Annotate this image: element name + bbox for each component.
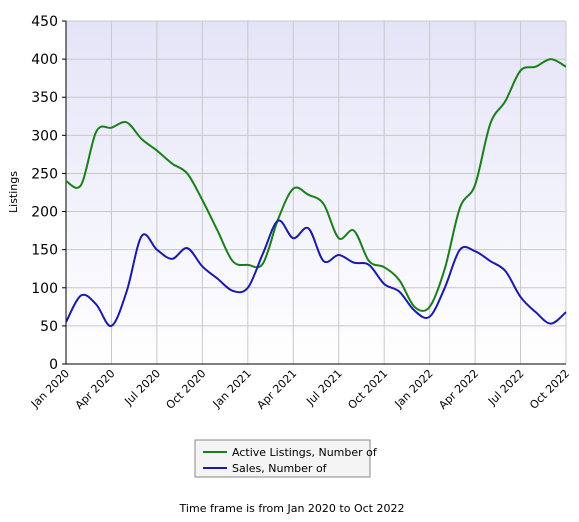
line (65, 58, 567, 312)
x-tick-label: Oct 2020 (164, 367, 209, 412)
x-tick-label: Apr 2021 (254, 367, 299, 412)
x-tick-label: Apr 2020 (73, 367, 118, 412)
x-tick-label: Jul 2020 (121, 367, 163, 409)
x-tick-label: Jul 2022 (485, 367, 527, 409)
x-tick-label: Apr 2022 (436, 367, 481, 412)
y-tick-label: 400 (31, 52, 58, 68)
legend (194, 439, 371, 478)
y-tick-label: 250 (31, 166, 58, 182)
x-tick-label: Jan 2020 (28, 367, 72, 411)
y-tick-label: 300 (31, 128, 58, 144)
y-axis-label: Listings (7, 171, 20, 213)
y-tick-label: 150 (31, 243, 58, 259)
y-tick-label: 50 (40, 319, 58, 335)
y-tick-label: 100 (31, 281, 58, 297)
footer: Time frame is from Jan 2020 to Oct 2022 (179, 502, 405, 515)
x-tick-label: Oct 2022 (527, 367, 572, 412)
y-tick-label: 450 (31, 14, 58, 30)
x-tick-label: Jul 2021 (303, 367, 345, 409)
x-tick-label: Jan 2021 (210, 367, 254, 411)
y-tick-label: 0 (49, 357, 58, 373)
legend-label: Sales, Number of (232, 462, 328, 475)
x-tick-label: Jan 2022 (392, 367, 436, 411)
plot-area (66, 21, 566, 364)
y-tick-label: 200 (31, 205, 58, 221)
x-tick-label: Oct 2021 (345, 367, 390, 412)
y-tick-label: 350 (31, 90, 58, 106)
line (65, 219, 567, 327)
legend-label: Active Listings, Number of (232, 446, 378, 459)
